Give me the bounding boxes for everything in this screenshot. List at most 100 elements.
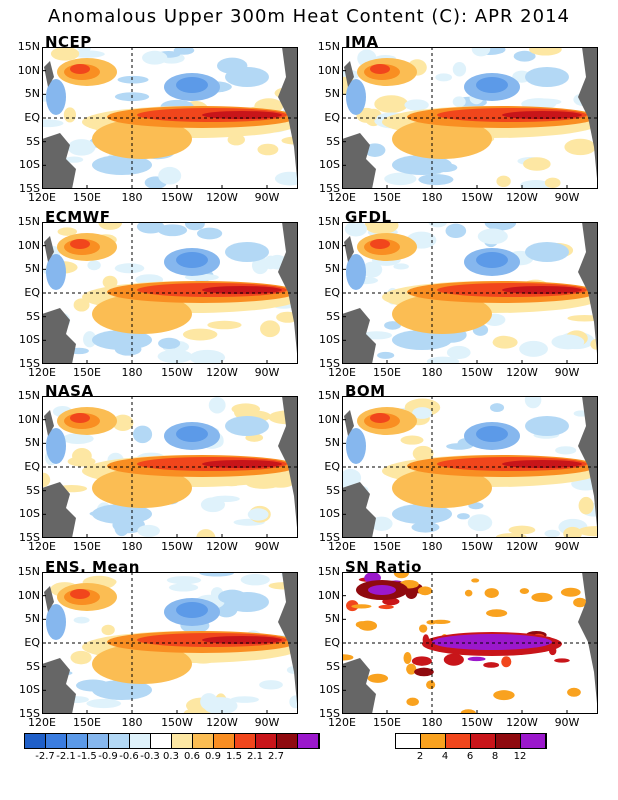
latitude-label: EQ <box>324 460 340 473</box>
longitude-label: 180 <box>121 540 143 553</box>
latitude-label: 15S <box>19 531 40 544</box>
anomaly-region <box>142 50 168 65</box>
land-mass <box>342 482 376 538</box>
map-plot <box>42 572 298 714</box>
longitude-label: 120W <box>206 716 238 729</box>
latitude-label: 10S <box>19 683 40 697</box>
latitude-label: 10N <box>17 588 40 602</box>
anomaly-region <box>544 529 561 538</box>
warm-anomaly <box>370 239 390 249</box>
anomaly-region <box>364 143 386 157</box>
cool-anomaly <box>225 416 269 436</box>
latitude-label: EQ <box>24 111 40 124</box>
map-plot <box>342 222 598 364</box>
anomaly-region <box>445 223 467 239</box>
map-panel: NASA 15N 10N 5N EQ 5S 10S 15S 120E 150E 180 150W 120… <box>0 382 298 564</box>
panel-title: NASA <box>45 382 94 400</box>
longitude-label: 180 <box>421 716 443 729</box>
land-mass <box>42 133 76 189</box>
anomaly-region <box>484 222 517 231</box>
longitude-label: 150W <box>161 716 193 729</box>
land-mass <box>278 47 298 189</box>
warm-anomaly <box>70 413 90 423</box>
longitude-label: 90W <box>554 540 580 553</box>
longitude-label: 120E <box>28 191 56 204</box>
latitude-label: 10N <box>17 412 40 426</box>
anomaly-region <box>412 445 434 462</box>
anomaly-region <box>555 446 577 455</box>
colorbar-swatch <box>235 734 256 748</box>
colorbar-label: 12 <box>513 751 527 762</box>
sn-ratio-region <box>342 654 354 661</box>
anomaly-region <box>247 508 269 521</box>
map-panel: GFDL 15N 10N 5N EQ 5S 10S 15S 120E 150E 180 150W 120… <box>300 208 598 390</box>
latitude-label: EQ <box>24 286 40 299</box>
longitude-label: 120E <box>328 366 356 379</box>
latitude-label: 5N <box>24 262 40 276</box>
anomaly-region <box>210 495 240 503</box>
latitude-label: 5N <box>324 262 340 276</box>
cool-anomaly <box>392 330 452 350</box>
anomaly-region <box>182 328 218 341</box>
anomaly-region <box>77 47 92 53</box>
sn-ratio-region <box>414 667 434 677</box>
anomaly-region <box>496 175 511 188</box>
longitude-label: 150E <box>73 716 101 729</box>
longitude-label: 150E <box>373 716 401 729</box>
latitude-label: 15N <box>17 40 40 53</box>
colorbar-label: -1.5 <box>77 751 97 762</box>
latitude-label: 5S <box>326 134 340 148</box>
longitude-label: 120W <box>506 540 538 553</box>
anomaly-region <box>446 345 471 359</box>
anomaly-region <box>102 275 118 289</box>
land-mass <box>42 482 76 538</box>
warm-tongue-core <box>502 286 582 294</box>
anomaly-region <box>57 227 77 236</box>
sn-ratio-region <box>573 597 587 608</box>
anomaly-region <box>137 524 160 537</box>
colorbar-label: 0.3 <box>163 751 179 762</box>
sn-ratio-region <box>501 656 512 668</box>
anomaly-region <box>393 263 409 270</box>
anomaly-region <box>260 320 280 338</box>
latitude-label: 5S <box>26 659 40 673</box>
sn-ratio-region <box>406 697 419 707</box>
warm-tongue <box>392 468 492 508</box>
latitude-label: 5S <box>326 659 340 673</box>
warm-tongue-core <box>202 636 282 644</box>
sn-ratio-region <box>484 588 499 598</box>
longitude-label: 120E <box>328 540 356 553</box>
longitude-label: 150E <box>73 191 101 204</box>
map-panel: BOM 15N 10N 5N EQ 5S 10S 15S 120E 150E 180 150W 120W… <box>300 382 598 564</box>
sn-ratio-region <box>467 656 486 662</box>
latitude-label: 10N <box>17 238 40 252</box>
anomaly-region <box>64 156 84 163</box>
latitude-label: 15S <box>19 182 40 195</box>
anomaly-region <box>98 222 123 230</box>
land-mass <box>344 410 354 436</box>
anomaly-region <box>520 180 552 189</box>
cool-anomaly <box>476 252 508 268</box>
warm-anomaly <box>70 239 90 249</box>
anomaly-region <box>344 222 367 237</box>
latitude-label: 10S <box>319 507 340 521</box>
anomaly-region <box>199 572 234 577</box>
warm-anomaly <box>370 64 390 74</box>
latitude-label: 10S <box>19 507 40 521</box>
warm-tongue-core <box>502 460 582 468</box>
longitude-label: 180 <box>121 366 143 379</box>
anomaly-region <box>63 107 77 123</box>
longitude-label: 150E <box>73 366 101 379</box>
latitude-label: 5S <box>26 309 40 323</box>
map-panel: SN Ratio 15N 10N 5N EQ 5S 10S 15S 120E 150E 180 150… <box>300 558 598 740</box>
longitude-label: 120W <box>206 540 238 553</box>
latitude-label: 10S <box>319 683 340 697</box>
warm-tongue <box>392 294 492 334</box>
latitude-label: 5S <box>26 483 40 497</box>
anomaly-region <box>567 314 598 322</box>
land-mass <box>42 658 76 714</box>
latitude-label: 15S <box>319 531 340 544</box>
latitude-label: EQ <box>324 111 340 124</box>
latitude-label: 10N <box>317 588 340 602</box>
longitude-label: 150W <box>461 540 493 553</box>
